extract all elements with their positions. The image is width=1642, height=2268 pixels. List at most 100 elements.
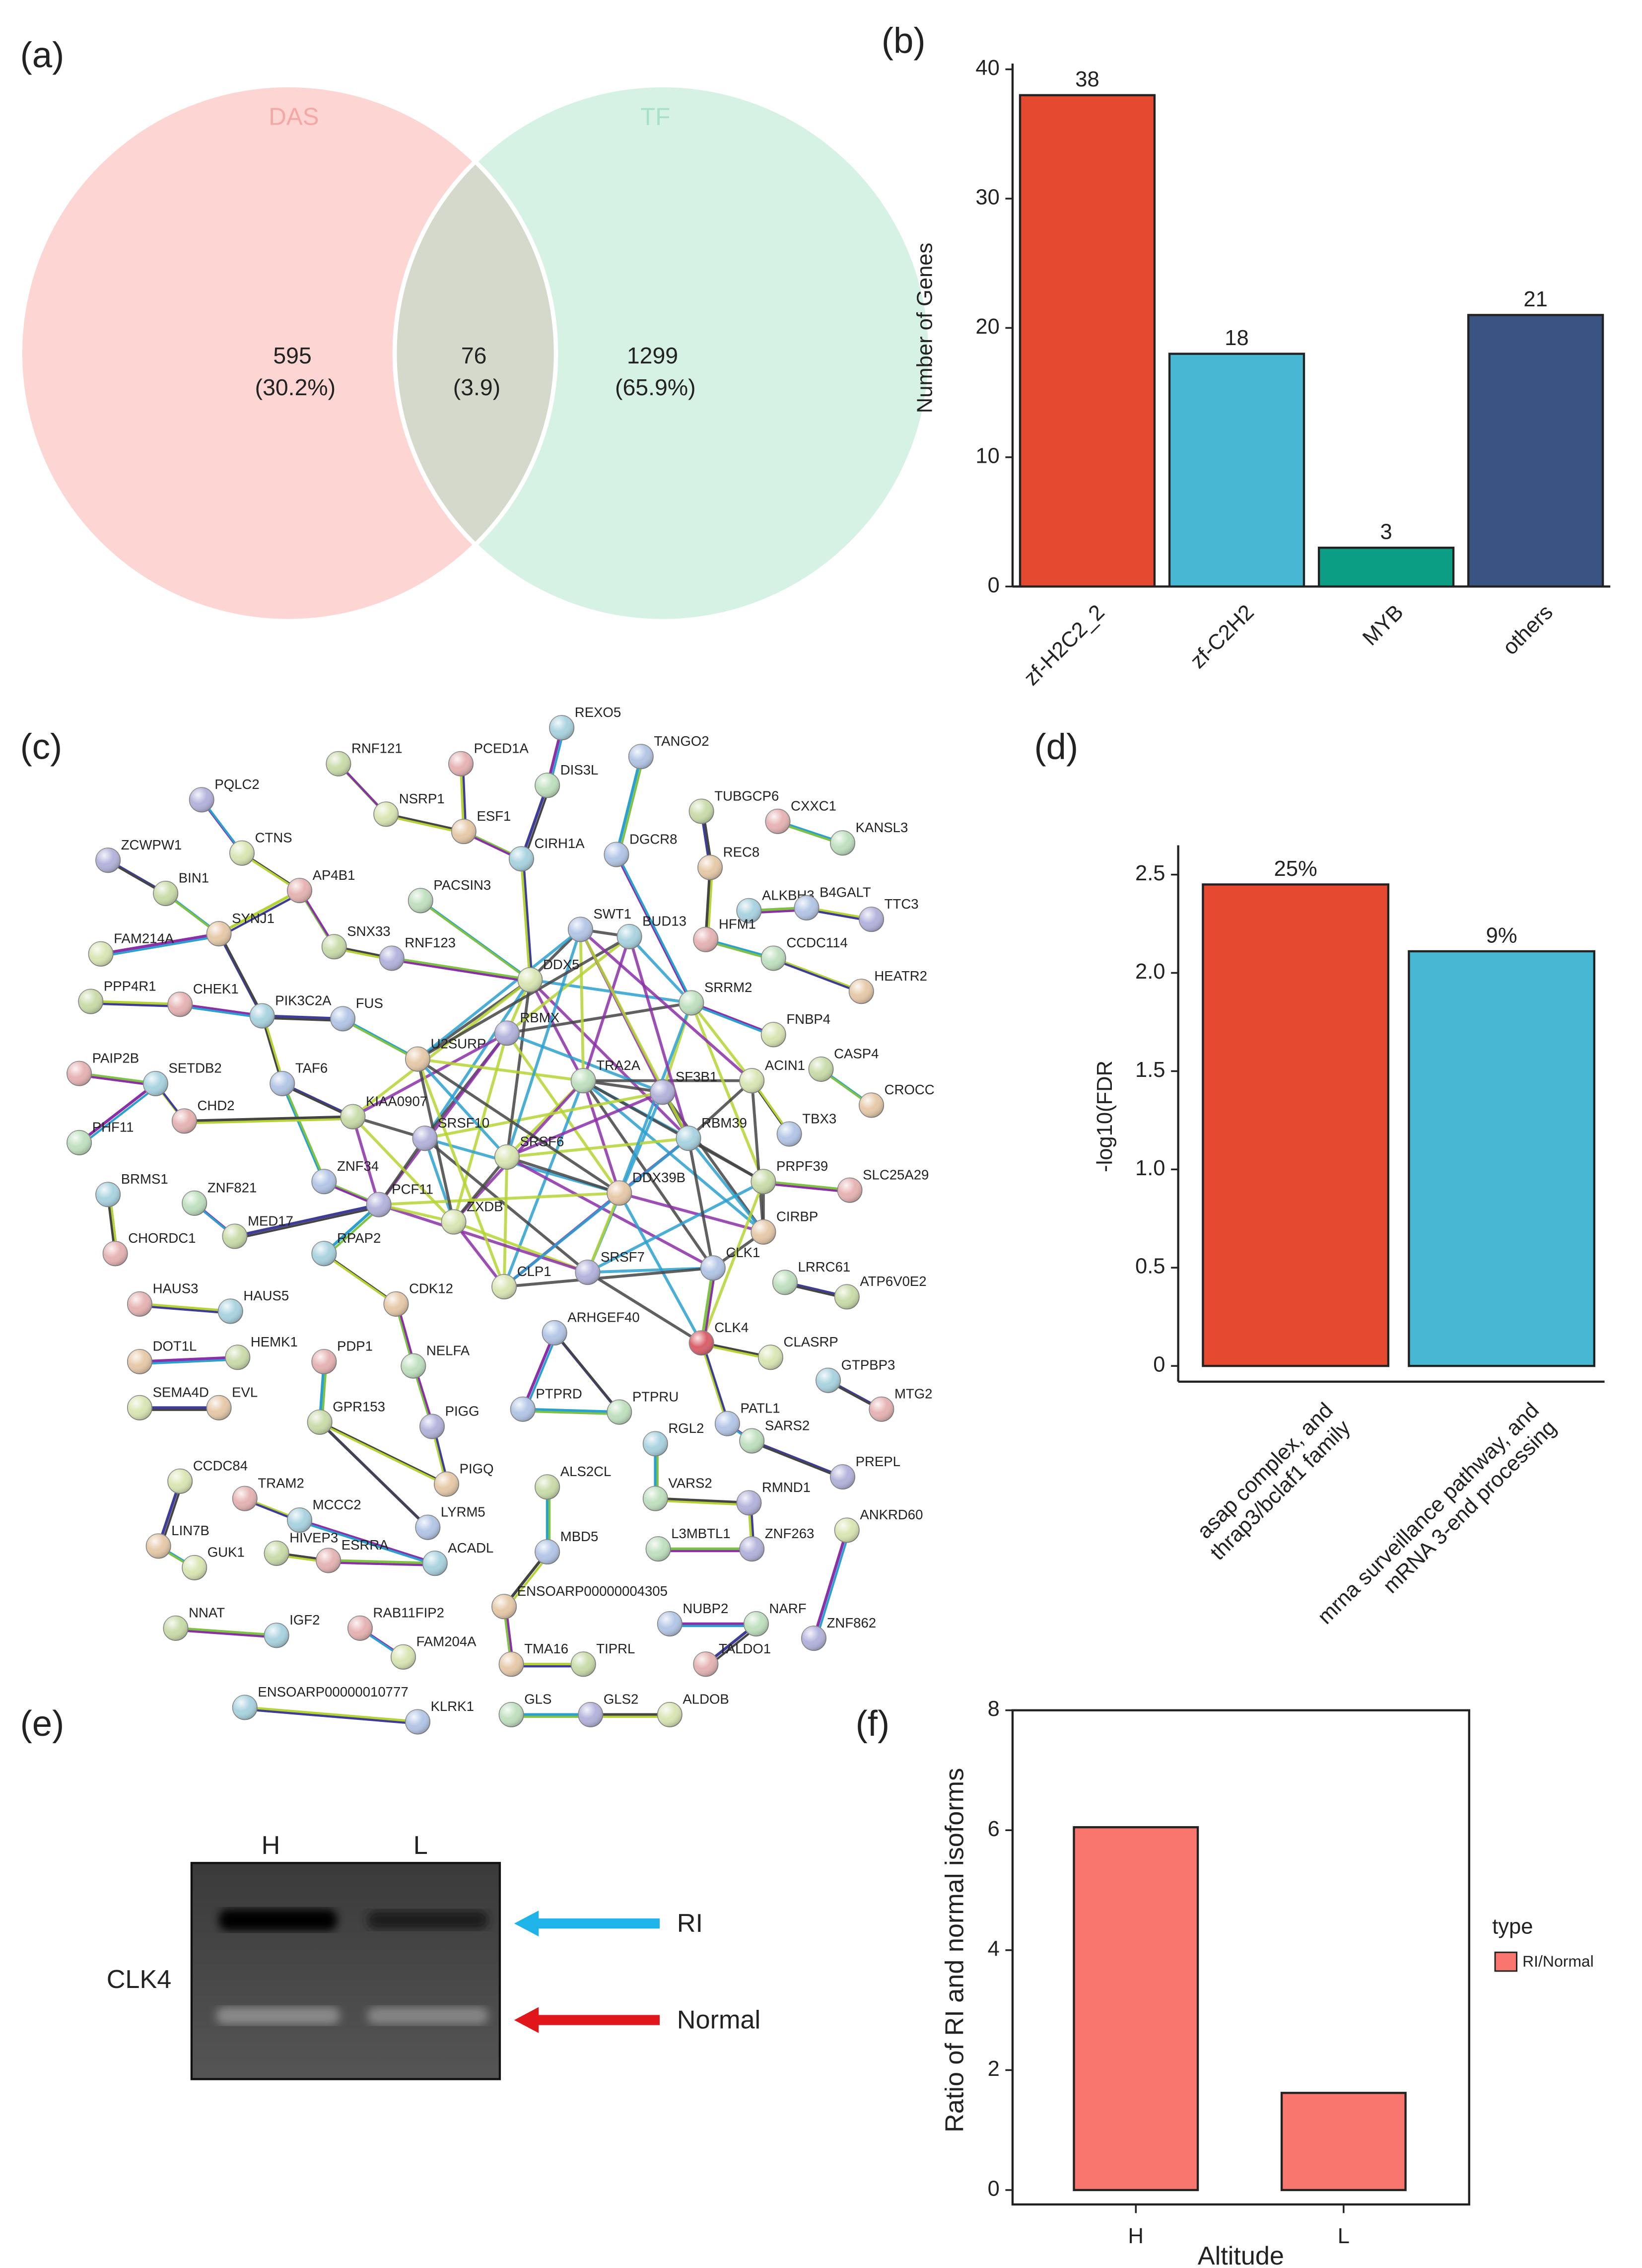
x-tick-label: others bbox=[1498, 600, 1557, 659]
node-shine bbox=[229, 841, 255, 865]
node-shine bbox=[322, 934, 346, 959]
network-edge bbox=[386, 812, 464, 833]
x-tick-label: zf-C2H2 bbox=[1186, 600, 1259, 673]
node-label: RNF123 bbox=[405, 935, 456, 950]
node-label: GLS2 bbox=[604, 1692, 638, 1707]
node-shine bbox=[78, 989, 103, 1014]
node-shine bbox=[571, 1652, 596, 1677]
network-edge bbox=[301, 1521, 438, 1567]
network-edge bbox=[507, 1136, 689, 1159]
node-label: TBX3 bbox=[802, 1111, 836, 1126]
node-shine bbox=[182, 1191, 207, 1215]
node-label: CIRBP bbox=[776, 1209, 818, 1224]
y-axis-label: Number of Genes bbox=[913, 243, 937, 413]
node-label: FAM214A bbox=[114, 931, 174, 946]
node-shine bbox=[751, 1169, 776, 1194]
region-count: 1299 bbox=[627, 343, 678, 368]
network-edge bbox=[750, 1080, 765, 1232]
node-label: SARS2 bbox=[765, 1418, 810, 1433]
node-shine bbox=[127, 1349, 152, 1374]
network-edge bbox=[506, 1155, 714, 1270]
sample-label: CLK4 bbox=[107, 1965, 172, 1994]
network-edge bbox=[617, 856, 695, 1006]
node-shine bbox=[451, 819, 477, 844]
node-shine bbox=[837, 1178, 862, 1203]
node-shine bbox=[222, 1224, 247, 1249]
value-label: 3 bbox=[1380, 520, 1392, 544]
bar bbox=[1073, 1826, 1199, 2192]
network-edge bbox=[502, 1080, 585, 1287]
node-shine bbox=[751, 1219, 776, 1244]
x-tick-label: H bbox=[1128, 2224, 1144, 2248]
node-shine bbox=[341, 1104, 365, 1129]
node-shine bbox=[153, 881, 178, 906]
node-label: BIN1 bbox=[179, 870, 209, 886]
node-shine bbox=[405, 1709, 430, 1734]
network-edge bbox=[618, 1192, 703, 1344]
node-shine bbox=[232, 1486, 257, 1511]
x-tick-label: L bbox=[1338, 2224, 1350, 2248]
network-edge bbox=[416, 1059, 506, 1287]
network-edge bbox=[394, 959, 533, 984]
node-label: LIN7B bbox=[171, 1523, 209, 1538]
network-edge bbox=[424, 1091, 663, 1140]
node-shine bbox=[127, 1395, 152, 1420]
network-edge bbox=[504, 1266, 713, 1288]
node-shine bbox=[657, 1702, 682, 1727]
node-shine bbox=[491, 1274, 517, 1299]
node-shine bbox=[650, 1080, 675, 1105]
node-shine bbox=[189, 787, 214, 812]
node-label: TRAM2 bbox=[258, 1475, 304, 1490]
y-tick-label: 10 bbox=[975, 444, 999, 468]
node-label: NUBP2 bbox=[683, 1601, 728, 1616]
bar bbox=[1202, 883, 1390, 1367]
node-label: ARHGEF40 bbox=[567, 1310, 639, 1325]
network-edge bbox=[582, 1079, 714, 1269]
y-tick-label: 1.5 bbox=[1135, 1058, 1165, 1082]
y-tick-label: 40 bbox=[975, 56, 999, 80]
network-edge bbox=[378, 1203, 454, 1223]
node-shine bbox=[264, 1541, 289, 1566]
network-edge bbox=[524, 1334, 558, 1412]
network-edge bbox=[234, 1203, 379, 1238]
gel-band bbox=[367, 1911, 488, 1929]
node-label: MTG2 bbox=[894, 1386, 933, 1401]
node-shine bbox=[535, 773, 560, 798]
node-shine bbox=[859, 1093, 884, 1118]
node-shine bbox=[312, 1349, 337, 1374]
node-shine bbox=[374, 802, 399, 827]
network-edge bbox=[247, 1708, 420, 1725]
node-label: U2SURP bbox=[431, 1036, 486, 1051]
network-edge bbox=[687, 1138, 715, 1269]
network-edge bbox=[582, 1079, 764, 1233]
node-shine bbox=[761, 946, 786, 971]
network-edge bbox=[506, 1032, 663, 1094]
node-shine bbox=[859, 907, 884, 932]
network-edge bbox=[529, 979, 585, 1081]
network-edge bbox=[220, 892, 302, 937]
gel-band bbox=[216, 2007, 340, 2025]
network-edge bbox=[351, 1116, 380, 1205]
x-axis-label: Altitude bbox=[1198, 2242, 1284, 2268]
y-tick-label: 2.5 bbox=[1135, 861, 1165, 885]
node-shine bbox=[232, 1695, 257, 1720]
node-label: PCF11 bbox=[392, 1181, 433, 1197]
y-tick-label: 0 bbox=[988, 573, 1000, 597]
node-shine bbox=[434, 1472, 459, 1496]
node-label: NELFA bbox=[426, 1343, 470, 1358]
legend-key bbox=[1494, 1951, 1517, 1972]
network-edge bbox=[700, 1181, 765, 1344]
node-shine bbox=[206, 921, 231, 946]
region-count: 76 bbox=[461, 343, 487, 368]
node-label: CHD2 bbox=[198, 1098, 235, 1113]
node-shine bbox=[509, 847, 534, 871]
node-label: HAUS3 bbox=[153, 1281, 199, 1296]
node-shine bbox=[168, 992, 193, 1017]
node-label: PIGQ bbox=[460, 1461, 494, 1476]
node-shine bbox=[510, 1397, 536, 1421]
node-shine bbox=[643, 1486, 668, 1511]
node-shine bbox=[816, 1368, 841, 1393]
node-shine bbox=[518, 967, 543, 992]
network-edge bbox=[245, 1706, 418, 1723]
